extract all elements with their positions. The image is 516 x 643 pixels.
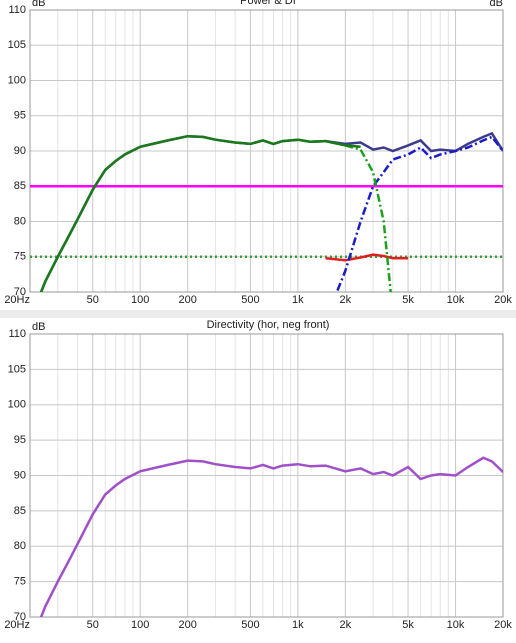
x-tick-label: 20k — [494, 619, 512, 631]
y-tick-label: 70 — [14, 611, 26, 623]
separator — [0, 310, 516, 318]
x-tick-label: 20Hz — [4, 294, 30, 306]
x-tick-label: 200 — [178, 619, 196, 631]
x-tick-label: 50 — [87, 294, 99, 306]
x-tick-label: 2k — [340, 619, 352, 631]
y-axis-label: dB — [32, 321, 45, 333]
y-tick-label: 75 — [14, 576, 26, 588]
y-tick-label: 100 — [8, 399, 26, 411]
x-tick-label: 100 — [131, 619, 149, 631]
x-tick-label: 1k — [292, 619, 304, 631]
x-tick-label: 500 — [241, 294, 259, 306]
x-tick-label: 200 — [178, 294, 196, 306]
y-tick-label: 75 — [14, 251, 26, 263]
y-tick-label: 80 — [14, 540, 26, 552]
x-tick-label: 20Hz — [4, 619, 30, 631]
line — [325, 253, 409, 262]
x-tick-label: 2k — [340, 294, 352, 306]
y-tick-label: 90 — [14, 469, 26, 481]
x-tick-label: 10k — [447, 619, 465, 631]
x-tick-label: 500 — [241, 619, 259, 631]
y-tick-label: 100 — [8, 74, 26, 86]
y-tick-label: 85 — [14, 505, 26, 517]
x-tick-label: 100 — [131, 294, 149, 306]
y-tick-label: 70 — [14, 286, 26, 298]
plot-border — [29, 333, 504, 618]
line — [39, 456, 503, 617]
y-tick-label: 110 — [8, 328, 26, 340]
y-tick-label: 85 — [14, 180, 26, 192]
y-tick-label: 110 — [8, 4, 26, 16]
y-tick-label: 90 — [14, 145, 26, 157]
x-tick-label: 5k — [402, 294, 414, 306]
y2-axis-label: dB — [490, 0, 503, 9]
line — [297, 138, 392, 292]
line — [335, 135, 503, 292]
chart-title: Directivity (hor, neg front) — [207, 319, 330, 331]
y-tick-label: 95 — [14, 110, 26, 122]
y-tick-label: 105 — [8, 39, 26, 51]
line — [39, 134, 361, 292]
chart-title: Power & DI — [240, 0, 296, 7]
x-tick-label: 5k — [402, 619, 414, 631]
x-tick-label: 1k — [292, 294, 304, 306]
y-tick-label: 95 — [14, 434, 26, 446]
x-tick-label: 10k — [447, 294, 465, 306]
y-axis-label: dB — [32, 0, 45, 9]
y-tick-label: 80 — [14, 215, 26, 227]
y-tick-label: 105 — [8, 363, 26, 375]
x-tick-label: 20k — [494, 294, 512, 306]
x-tick-label: 50 — [87, 619, 99, 631]
